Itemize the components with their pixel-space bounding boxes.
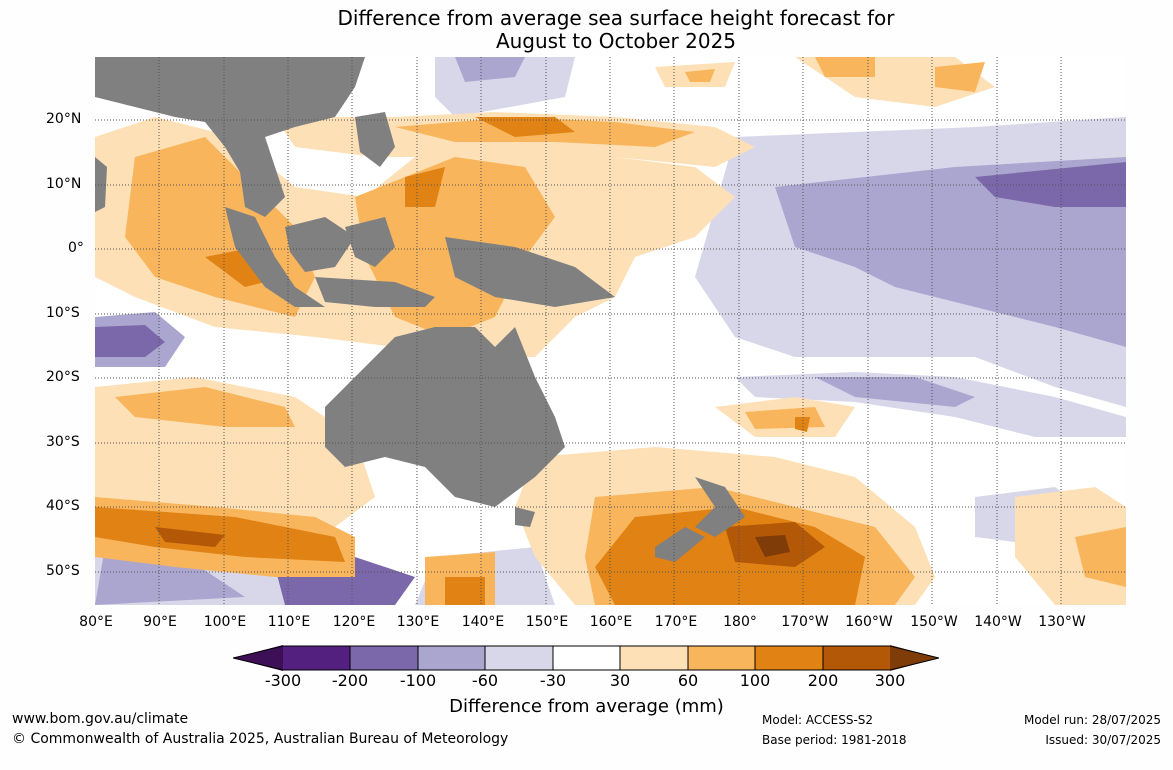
colorbar-tick-label: -200 [331,671,369,690]
lon-label-130w: 130°W [1038,614,1086,630]
colorbar-low-extension [233,645,283,671]
lat-label-30s: 30°S [46,434,80,450]
lat-label-10s: 10°S [46,305,80,321]
colorbar-title: Difference from average (mm) [449,696,724,717]
colorbar-bin-3 [418,646,485,670]
colorbar-tick-label: 60 [677,671,699,690]
graticule [95,57,1126,605]
base-period: Base period: 1981-2018 [762,733,907,747]
colorbar-tick-label: -30 [539,671,567,690]
lat-label-20s: 20°S [46,369,80,385]
colorbar-tick-label: 30 [609,671,631,690]
lon-label-80e: 80°E [79,614,113,630]
colorbar-bin-8 [755,646,823,670]
map-title-line-1: Difference from average sea surface heig… [337,6,895,30]
lon-label-90e: 90°E [143,614,177,630]
colorbar-bin-5 [553,646,620,670]
colorbar-tick-label: -300 [264,671,302,690]
colorbar-high-extension [890,645,939,671]
colorbar-bin-9 [823,646,890,670]
lat-label-equator: 0° [68,240,84,256]
lon-label-180: 180° [723,614,757,630]
lat-label-10n: 10°N [46,176,82,192]
lon-label-160w: 160°W [845,614,893,630]
colorbar-tick-label: 300 [874,671,906,690]
lat-label-40s: 40°S [46,498,80,514]
colorbar-tick-label: 100 [739,671,771,690]
colorbar-tick-label: 200 [807,671,839,690]
colorbar-bin-2 [350,646,418,670]
map-title-line-2: August to October 2025 [495,29,737,53]
lon-label-140e: 140°E [461,614,505,630]
colorbar-bin-7 [688,646,755,670]
model-run-date: Model run: 28/07/2025 [1023,713,1161,727]
lon-label-160e: 160°E [589,614,633,630]
colorbar-tick-label: -100 [399,671,437,690]
lon-label-120e: 120°E [332,614,376,630]
lon-label-140w: 140°W [974,614,1022,630]
lon-label-170w: 170°W [781,614,829,630]
land-masses [95,57,745,562]
copyright-notice: © Commonwealth of Australia 2025, Austra… [12,731,509,747]
lon-label-150e: 150°E [525,614,569,630]
lon-label-110e: 110°E [267,614,311,630]
lat-label-50s: 50°S [46,563,80,579]
issued-date: Issued: 30/07/2025 [1045,733,1161,747]
lon-label-130e: 130°E [396,614,440,630]
negative-anomaly-regions [95,57,1126,605]
lat-label-20n: 20°N [46,111,82,127]
sea-surface-height-map [95,57,1126,605]
lon-label-150w: 150°W [910,614,958,630]
model-name: Model: ACCESS-S2 [762,713,874,727]
website-link[interactable]: www.bom.gov.au/climate [12,711,189,727]
colorbar-bin-1 [283,646,350,670]
lon-label-100e: 100°E [203,614,247,630]
colorbar-bin-6 [620,646,688,670]
colorbar-tick-label: -60 [471,671,499,690]
colorbar-bin-4 [485,646,553,670]
lon-label-170e: 170°E [654,614,698,630]
